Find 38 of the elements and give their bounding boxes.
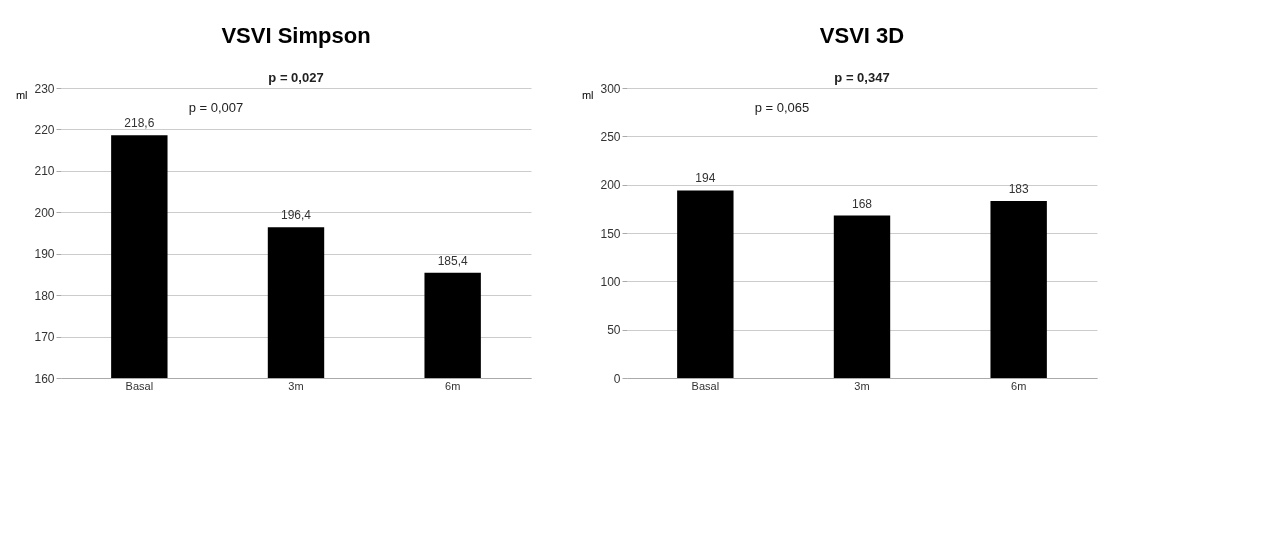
x-tick-label: 3m bbox=[288, 379, 304, 392]
data-label: 218,6 bbox=[124, 116, 155, 131]
bar bbox=[677, 190, 734, 378]
y-tick-label: 200 bbox=[34, 205, 55, 220]
data-label: 183 bbox=[1008, 182, 1029, 197]
y-tick-label: 0 bbox=[613, 371, 621, 386]
x-tick-label: 6m bbox=[1011, 379, 1027, 392]
y-tick-label: 150 bbox=[600, 226, 621, 241]
x-tick-label: 6m bbox=[445, 379, 461, 392]
chart-title: VSVI Simpson bbox=[221, 23, 371, 48]
x-tick-label: Basal bbox=[125, 379, 154, 392]
y-axis-title: ml bbox=[15, 88, 28, 101]
data-label: 168 bbox=[851, 196, 873, 211]
data-label: 196,4 bbox=[280, 208, 312, 223]
y-tick-label: 200 bbox=[600, 178, 621, 193]
bar bbox=[833, 215, 891, 378]
text: p = 0,027 bbox=[268, 70, 324, 85]
annotation: p = 0,007 bbox=[188, 100, 244, 115]
y-tick-label: 160 bbox=[34, 371, 55, 386]
y-tick-label: 180 bbox=[34, 288, 55, 303]
data-label: 194 bbox=[695, 171, 716, 186]
data-label: 185,4 bbox=[437, 253, 469, 268]
y-tick-label: 300 bbox=[600, 81, 621, 96]
y-tick-label: 50 bbox=[607, 323, 621, 338]
annotation: p = 0,065 bbox=[754, 100, 810, 115]
y-tick-label: 250 bbox=[600, 129, 621, 144]
y-tick-label: 170 bbox=[34, 330, 55, 345]
y-tick-label: 190 bbox=[34, 247, 55, 262]
y-tick-label: 230 bbox=[34, 81, 55, 96]
y-tick-label: 100 bbox=[600, 274, 621, 289]
x-tick-label: 3m bbox=[854, 379, 870, 392]
y-axis-title: ml bbox=[581, 88, 594, 101]
chart-title: VSVI 3D bbox=[819, 23, 905, 48]
bar bbox=[990, 201, 1047, 378]
y-tick-label: 210 bbox=[34, 164, 55, 179]
y-tick-label: 220 bbox=[34, 122, 55, 137]
text: p = 0,347 bbox=[834, 70, 890, 85]
x-tick-label: Basal bbox=[691, 379, 720, 392]
